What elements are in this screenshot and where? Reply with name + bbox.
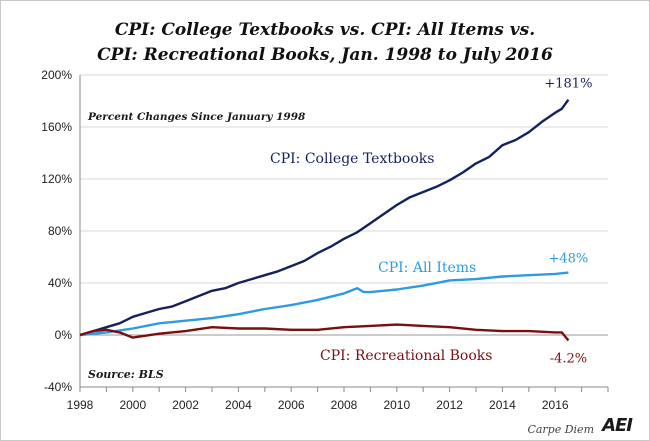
- series-label-0: CPI: College Textbooks: [270, 151, 434, 167]
- y-tick-label: 200%: [41, 68, 72, 82]
- series-line-0: [79, 98, 570, 337]
- x-tick-label: 2004: [225, 398, 252, 412]
- y-tick-label: 0%: [55, 328, 73, 342]
- series-label-1: CPI: All Items: [378, 260, 476, 276]
- end-value-label-1: +48%: [549, 252, 589, 267]
- x-tick-label: 2014: [489, 398, 516, 412]
- aei-logo: AEI: [602, 415, 633, 436]
- x-tick-label: 2000: [119, 398, 146, 412]
- x-tick-label: 1998: [67, 398, 94, 412]
- y-tick-label: 80%: [48, 224, 72, 238]
- series-line-2: [79, 323, 570, 342]
- x-tick-label: 2002: [172, 398, 199, 412]
- x-tick-label: 2006: [278, 398, 305, 412]
- y-tick-label: -40%: [44, 380, 72, 394]
- footer-caption: Carpe Diem: [527, 423, 594, 436]
- chart-source: Source: BLS: [88, 368, 164, 381]
- y-tick-label: 120%: [41, 172, 72, 186]
- series-line-1: [79, 271, 569, 337]
- y-tick-label: 160%: [41, 120, 72, 134]
- end-value-label-0: +181%: [544, 77, 592, 92]
- chart-title-line-2: CPI: Recreational Books, Jan. 1998 to Ju…: [97, 45, 553, 65]
- x-tick-label: 2016: [542, 398, 569, 412]
- series-label-2: CPI: Recreational Books: [320, 348, 492, 364]
- y-tick-label: 40%: [48, 276, 72, 290]
- end-value-label-2: -4.2%: [550, 351, 587, 366]
- chart-subtitle: Percent Changes Since January 1998: [87, 111, 306, 123]
- x-tick-label: 2010: [383, 398, 410, 412]
- chart-title-line-1: CPI: College Textbooks vs. CPI: All Item…: [114, 20, 536, 40]
- x-tick-label: 2008: [331, 398, 358, 412]
- x-tick-label: 2012: [436, 398, 463, 412]
